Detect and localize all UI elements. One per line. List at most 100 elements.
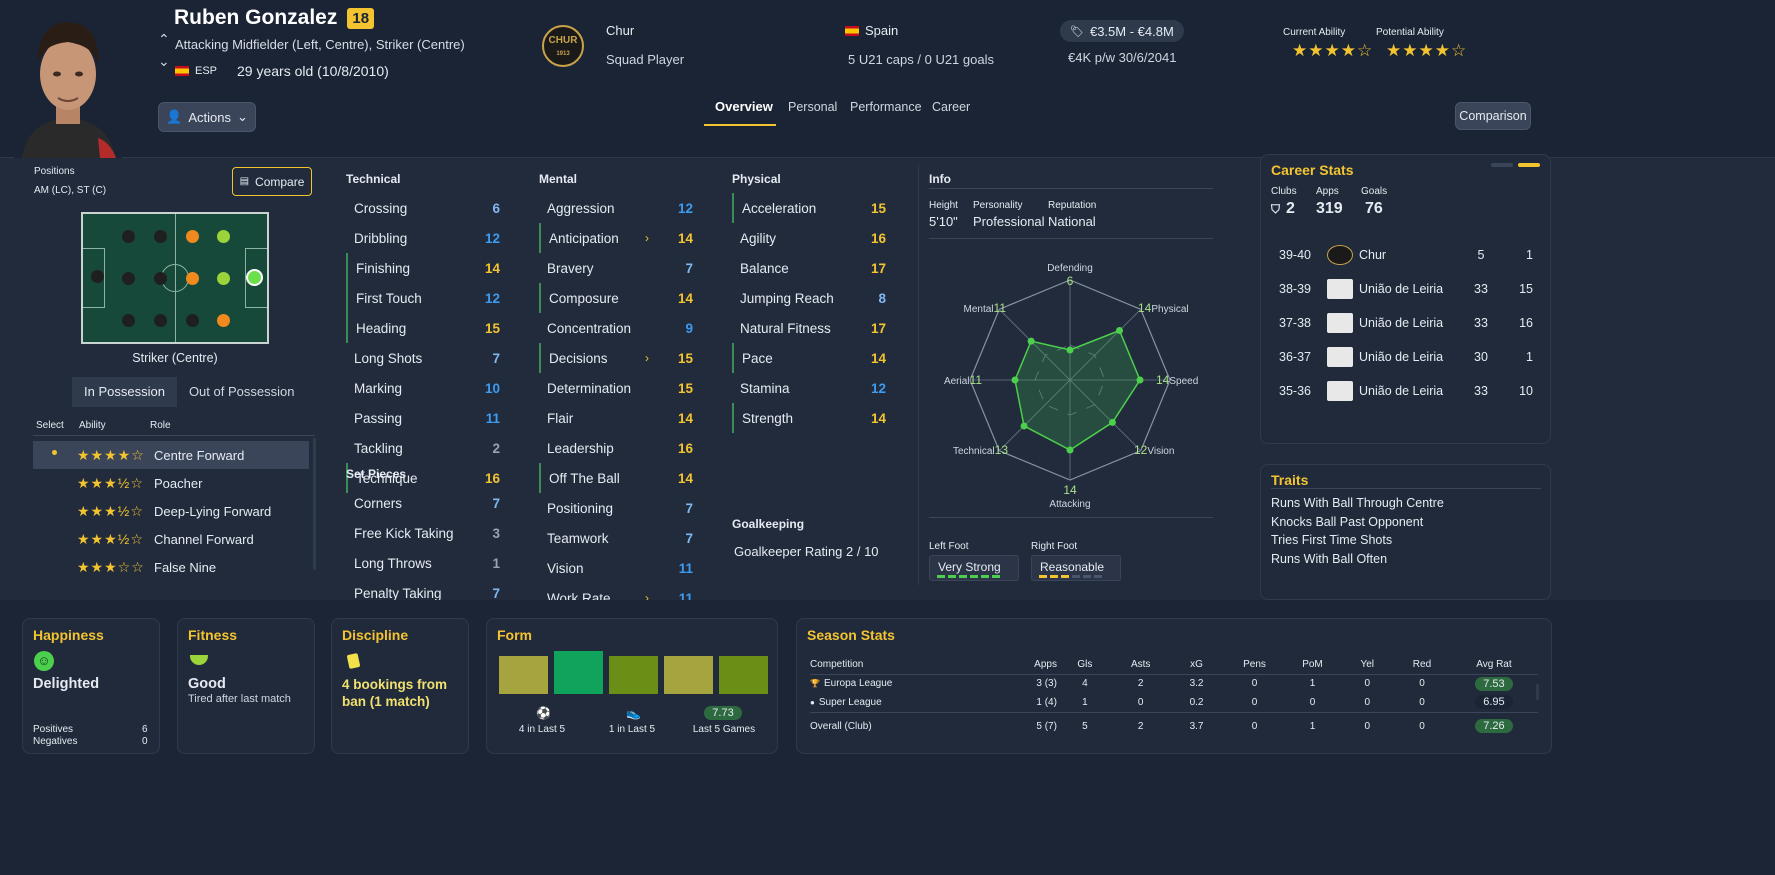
- radar-data-shape: [1014, 329, 1141, 451]
- height-value: 5'10": [929, 214, 958, 229]
- table-row[interactable]: 38-39 União de Leiria 33 15: [1271, 272, 1541, 306]
- nation-name[interactable]: Spain: [865, 23, 899, 38]
- attribute-row[interactable]: Jumping Reach 8: [732, 283, 886, 313]
- tab-in-possession[interactable]: In Possession: [72, 377, 177, 407]
- attribute-row[interactable]: Long Shots 7: [346, 343, 500, 373]
- tab-personal[interactable]: Personal: [788, 100, 838, 114]
- season-header[interactable]: PoM: [1302, 659, 1323, 671]
- attribute-value: 14: [870, 410, 886, 426]
- attribute-row[interactable]: Teamwork 7: [539, 523, 693, 553]
- table-row[interactable]: ● Super League 1 (4) 1 0 0.2 0 0 0 0 6.95: [810, 693, 1538, 712]
- attribute-row[interactable]: Bravery 7: [539, 253, 693, 283]
- attribute-row[interactable]: Corners 7: [346, 488, 500, 518]
- player-prev-next[interactable]: ⌃ ⌄: [158, 31, 170, 69]
- attribute-row[interactable]: Leadership 16: [539, 433, 693, 463]
- tab-out-of-possession[interactable]: Out of Possession: [188, 384, 295, 399]
- attribute-row[interactable]: Balance 17: [732, 253, 886, 283]
- season-header[interactable]: Avg Rat: [1476, 659, 1512, 671]
- attribute-row[interactable]: Off The Ball 14: [539, 463, 693, 493]
- attribute-row[interactable]: Decisions › 15: [539, 343, 693, 373]
- table-row[interactable]: 35-36 União de Leiria 33 10: [1271, 374, 1541, 408]
- comparison-button[interactable]: Comparison: [1455, 102, 1531, 130]
- attribute-row[interactable]: Anticipation › 14: [539, 223, 693, 253]
- season-header[interactable]: Competition: [810, 659, 864, 671]
- attribute-row[interactable]: Flair 14: [539, 403, 693, 433]
- attribute-row[interactable]: Finishing 14: [346, 253, 500, 283]
- attribute-row[interactable]: First Touch 12: [346, 283, 500, 313]
- attribute-name: Finishing: [356, 260, 411, 276]
- attribute-value: 6: [492, 200, 500, 216]
- list-item[interactable]: ★★★½☆ Channel Forward: [77, 525, 307, 553]
- roles-scrollbar[interactable]: [313, 438, 316, 570]
- season-header[interactable]: Asts: [1130, 659, 1151, 671]
- attribute-row[interactable]: Agility 16: [732, 223, 886, 253]
- attribute-row[interactable]: Acceleration 15: [732, 193, 886, 223]
- attribute-row[interactable]: Stamina 12: [732, 373, 886, 403]
- attribute-row[interactable]: Vision 11: [539, 553, 693, 583]
- attribute-row[interactable]: Determination 15: [539, 373, 693, 403]
- attribute-row[interactable]: Technique 16: [346, 463, 500, 493]
- attribute-row[interactable]: Tackling 2: [346, 433, 500, 463]
- list-item[interactable]: ★★★★☆ Centre Forward: [77, 441, 307, 469]
- tag-icon: 🏷: [1070, 25, 1084, 38]
- attribute-value: 14: [677, 470, 693, 486]
- season-scrollbar[interactable]: [1536, 684, 1539, 700]
- attribute-row[interactable]: Pace 14: [732, 343, 886, 373]
- career-page-dot-active[interactable]: [1518, 163, 1540, 167]
- attribute-row[interactable]: Heading 15: [346, 313, 500, 343]
- list-item[interactable]: ★★★☆☆ False Nine: [77, 553, 307, 581]
- tab-performance[interactable]: Performance: [850, 100, 922, 114]
- actions-button[interactable]: 👤 Actions ⌄: [158, 102, 256, 132]
- technical-attributes: Crossing 6 Dribbling 12 Finishing 14 First Tou…: [346, 193, 500, 493]
- attribute-name: Bravery: [547, 260, 594, 276]
- attribute-name: Long Shots: [354, 350, 423, 366]
- table-row[interactable]: 37-38 União de Leiria 33 16: [1271, 306, 1541, 340]
- table-row[interactable]: Overall (Club) 5 (7) 5 2 3.7 0 1 0 0 7.26: [810, 712, 1538, 740]
- happiness-panel[interactable]: [22, 618, 160, 754]
- attribute-row[interactable]: Natural Fitness 17: [732, 313, 886, 343]
- form-match-5[interactable]: [719, 656, 768, 694]
- club-name[interactable]: Chur: [606, 23, 635, 38]
- attribute-row[interactable]: Dribbling 12: [346, 223, 500, 253]
- attribute-row[interactable]: Composure 14: [539, 283, 693, 313]
- form-title: Form: [497, 627, 532, 643]
- season-cell: 1 (4): [1036, 696, 1057, 708]
- career-page-dot[interactable]: [1491, 163, 1513, 167]
- season-header[interactable]: Red: [1412, 659, 1432, 671]
- list-item[interactable]: ★★★½☆ Deep-Lying Forward: [77, 497, 307, 525]
- season-header[interactable]: Yel: [1360, 659, 1374, 671]
- compare-button[interactable]: ▤ Compare: [232, 167, 312, 196]
- attribute-row[interactable]: Positioning 7: [539, 493, 693, 523]
- attribute-row[interactable]: Free Kick Taking 3: [346, 518, 500, 548]
- attribute-row[interactable]: Aggression 12: [539, 193, 693, 223]
- attribute-row[interactable]: Marking 10: [346, 373, 500, 403]
- fitness-panel[interactable]: [177, 618, 315, 754]
- table-row[interactable]: 36-37 União de Leiria 30 1: [1271, 340, 1541, 374]
- attribute-row[interactable]: Crossing 6: [346, 193, 500, 223]
- discipline-panel[interactable]: [331, 618, 469, 754]
- form-match-2[interactable]: [554, 651, 603, 694]
- season-header[interactable]: xG: [1190, 659, 1203, 671]
- attribute-row[interactable]: Long Throws 1: [346, 548, 500, 578]
- table-row[interactable]: 🏆 Europa League 3 (3) 4 2 3.2 0 1 0 0 7.53: [810, 674, 1538, 693]
- attribute-name: Positioning: [547, 500, 614, 516]
- attribute-row[interactable]: Strength 14: [732, 403, 886, 433]
- radar-inner-ring: [1034, 344, 1106, 416]
- tab-career[interactable]: Career: [932, 100, 971, 114]
- club-crest-icon[interactable]: CHUR 1913: [542, 25, 584, 67]
- form-match-3[interactable]: [609, 656, 658, 694]
- tab-overview[interactable]: Overview: [715, 99, 773, 114]
- season-cell: 0: [1251, 696, 1258, 708]
- form-match-4[interactable]: [664, 656, 713, 694]
- season-header[interactable]: Pens: [1243, 659, 1266, 671]
- form-match-1[interactable]: [499, 656, 548, 694]
- season-header[interactable]: Apps: [1034, 659, 1057, 671]
- traits-title: Traits: [1271, 472, 1309, 488]
- attribute-row[interactable]: Penalty Taking 7: [346, 578, 500, 608]
- list-item[interactable]: ★★★½☆ Poacher: [77, 469, 307, 497]
- season-header[interactable]: Gls: [1077, 659, 1093, 671]
- attribute-row[interactable]: Concentration 9: [539, 313, 693, 343]
- table-row[interactable]: 39-40 Chur 5 1: [1271, 238, 1541, 272]
- technical-title: Technical: [346, 172, 401, 186]
- attribute-row[interactable]: Passing 11: [346, 403, 500, 433]
